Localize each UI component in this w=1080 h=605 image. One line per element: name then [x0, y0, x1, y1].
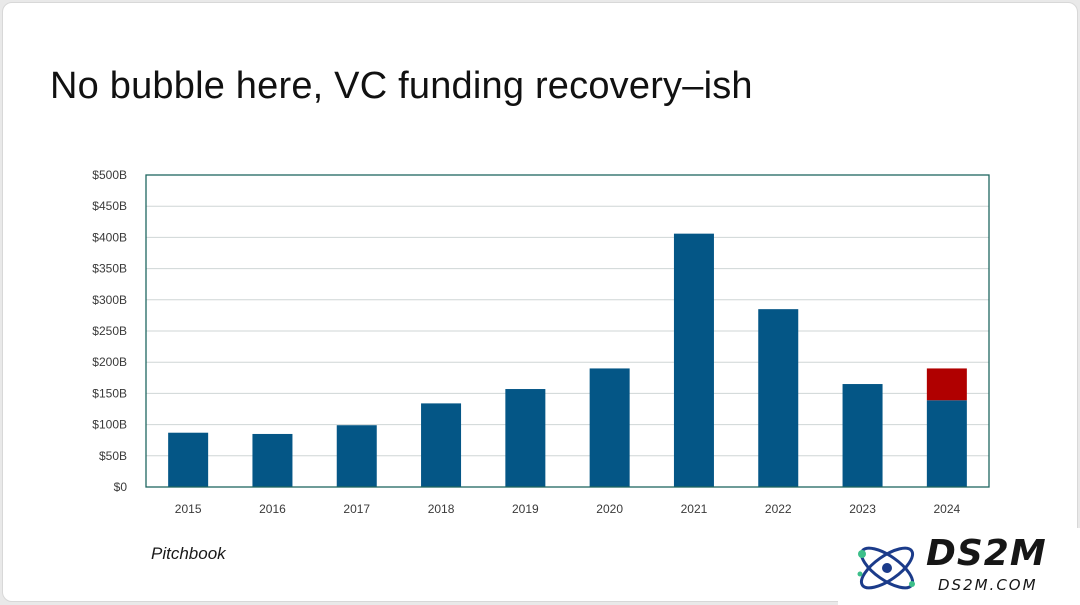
bar: [673, 233, 714, 487]
bar: [252, 433, 293, 487]
y-tick-label: $400B: [92, 230, 127, 244]
y-tick-label: $150B: [92, 386, 127, 400]
plot-frame: [145, 174, 990, 488]
bar: [926, 400, 967, 487]
x-tick-label: 2019: [512, 502, 539, 516]
logo-url: DS2M.COM: [938, 576, 1038, 594]
y-tick-label: $350B: [92, 262, 127, 276]
y-tick-label: $50B: [99, 449, 127, 463]
slide-title: No bubble here, VC funding recovery–ish: [50, 65, 753, 107]
x-tick-label: 2020: [596, 502, 623, 516]
x-tick-label: 2015: [175, 502, 202, 516]
y-tick-label: $0: [114, 480, 128, 494]
x-tick-label: 2021: [681, 502, 708, 516]
bar: [589, 368, 630, 487]
bar: [758, 309, 799, 487]
vc-funding-bar-chart: $0 $50B $100B $150B $200B $250B $300B $350B $400…: [92, 168, 990, 516]
atom-orbit-icon: [857, 546, 915, 590]
y-tick-label: $200B: [92, 355, 127, 369]
x-tick-label: 2017: [343, 502, 370, 516]
ds2m-logo: DS2M DS2M.COM: [838, 528, 1080, 605]
x-tick-label: 2024: [933, 502, 960, 516]
x-tick-label: 2023: [849, 502, 876, 516]
y-tick-label: $250B: [92, 324, 127, 338]
bar: [505, 389, 546, 487]
y-tick-label: $300B: [92, 293, 127, 307]
y-tick-label: $100B: [92, 418, 127, 432]
x-tick-label: 2022: [765, 502, 792, 516]
bar: [336, 425, 377, 487]
y-tick-label: $450B: [92, 199, 127, 213]
x-tick-label: 2018: [428, 502, 455, 516]
logo-name: DS2M: [926, 533, 1047, 574]
bar: [168, 432, 209, 487]
source-label: Pitchbook: [151, 544, 226, 563]
bar: [842, 384, 883, 487]
bar: [421, 403, 462, 487]
x-tick-label: 2016: [259, 502, 286, 516]
bar-highlight: [926, 368, 967, 401]
y-tick-label: $500B: [92, 168, 127, 182]
